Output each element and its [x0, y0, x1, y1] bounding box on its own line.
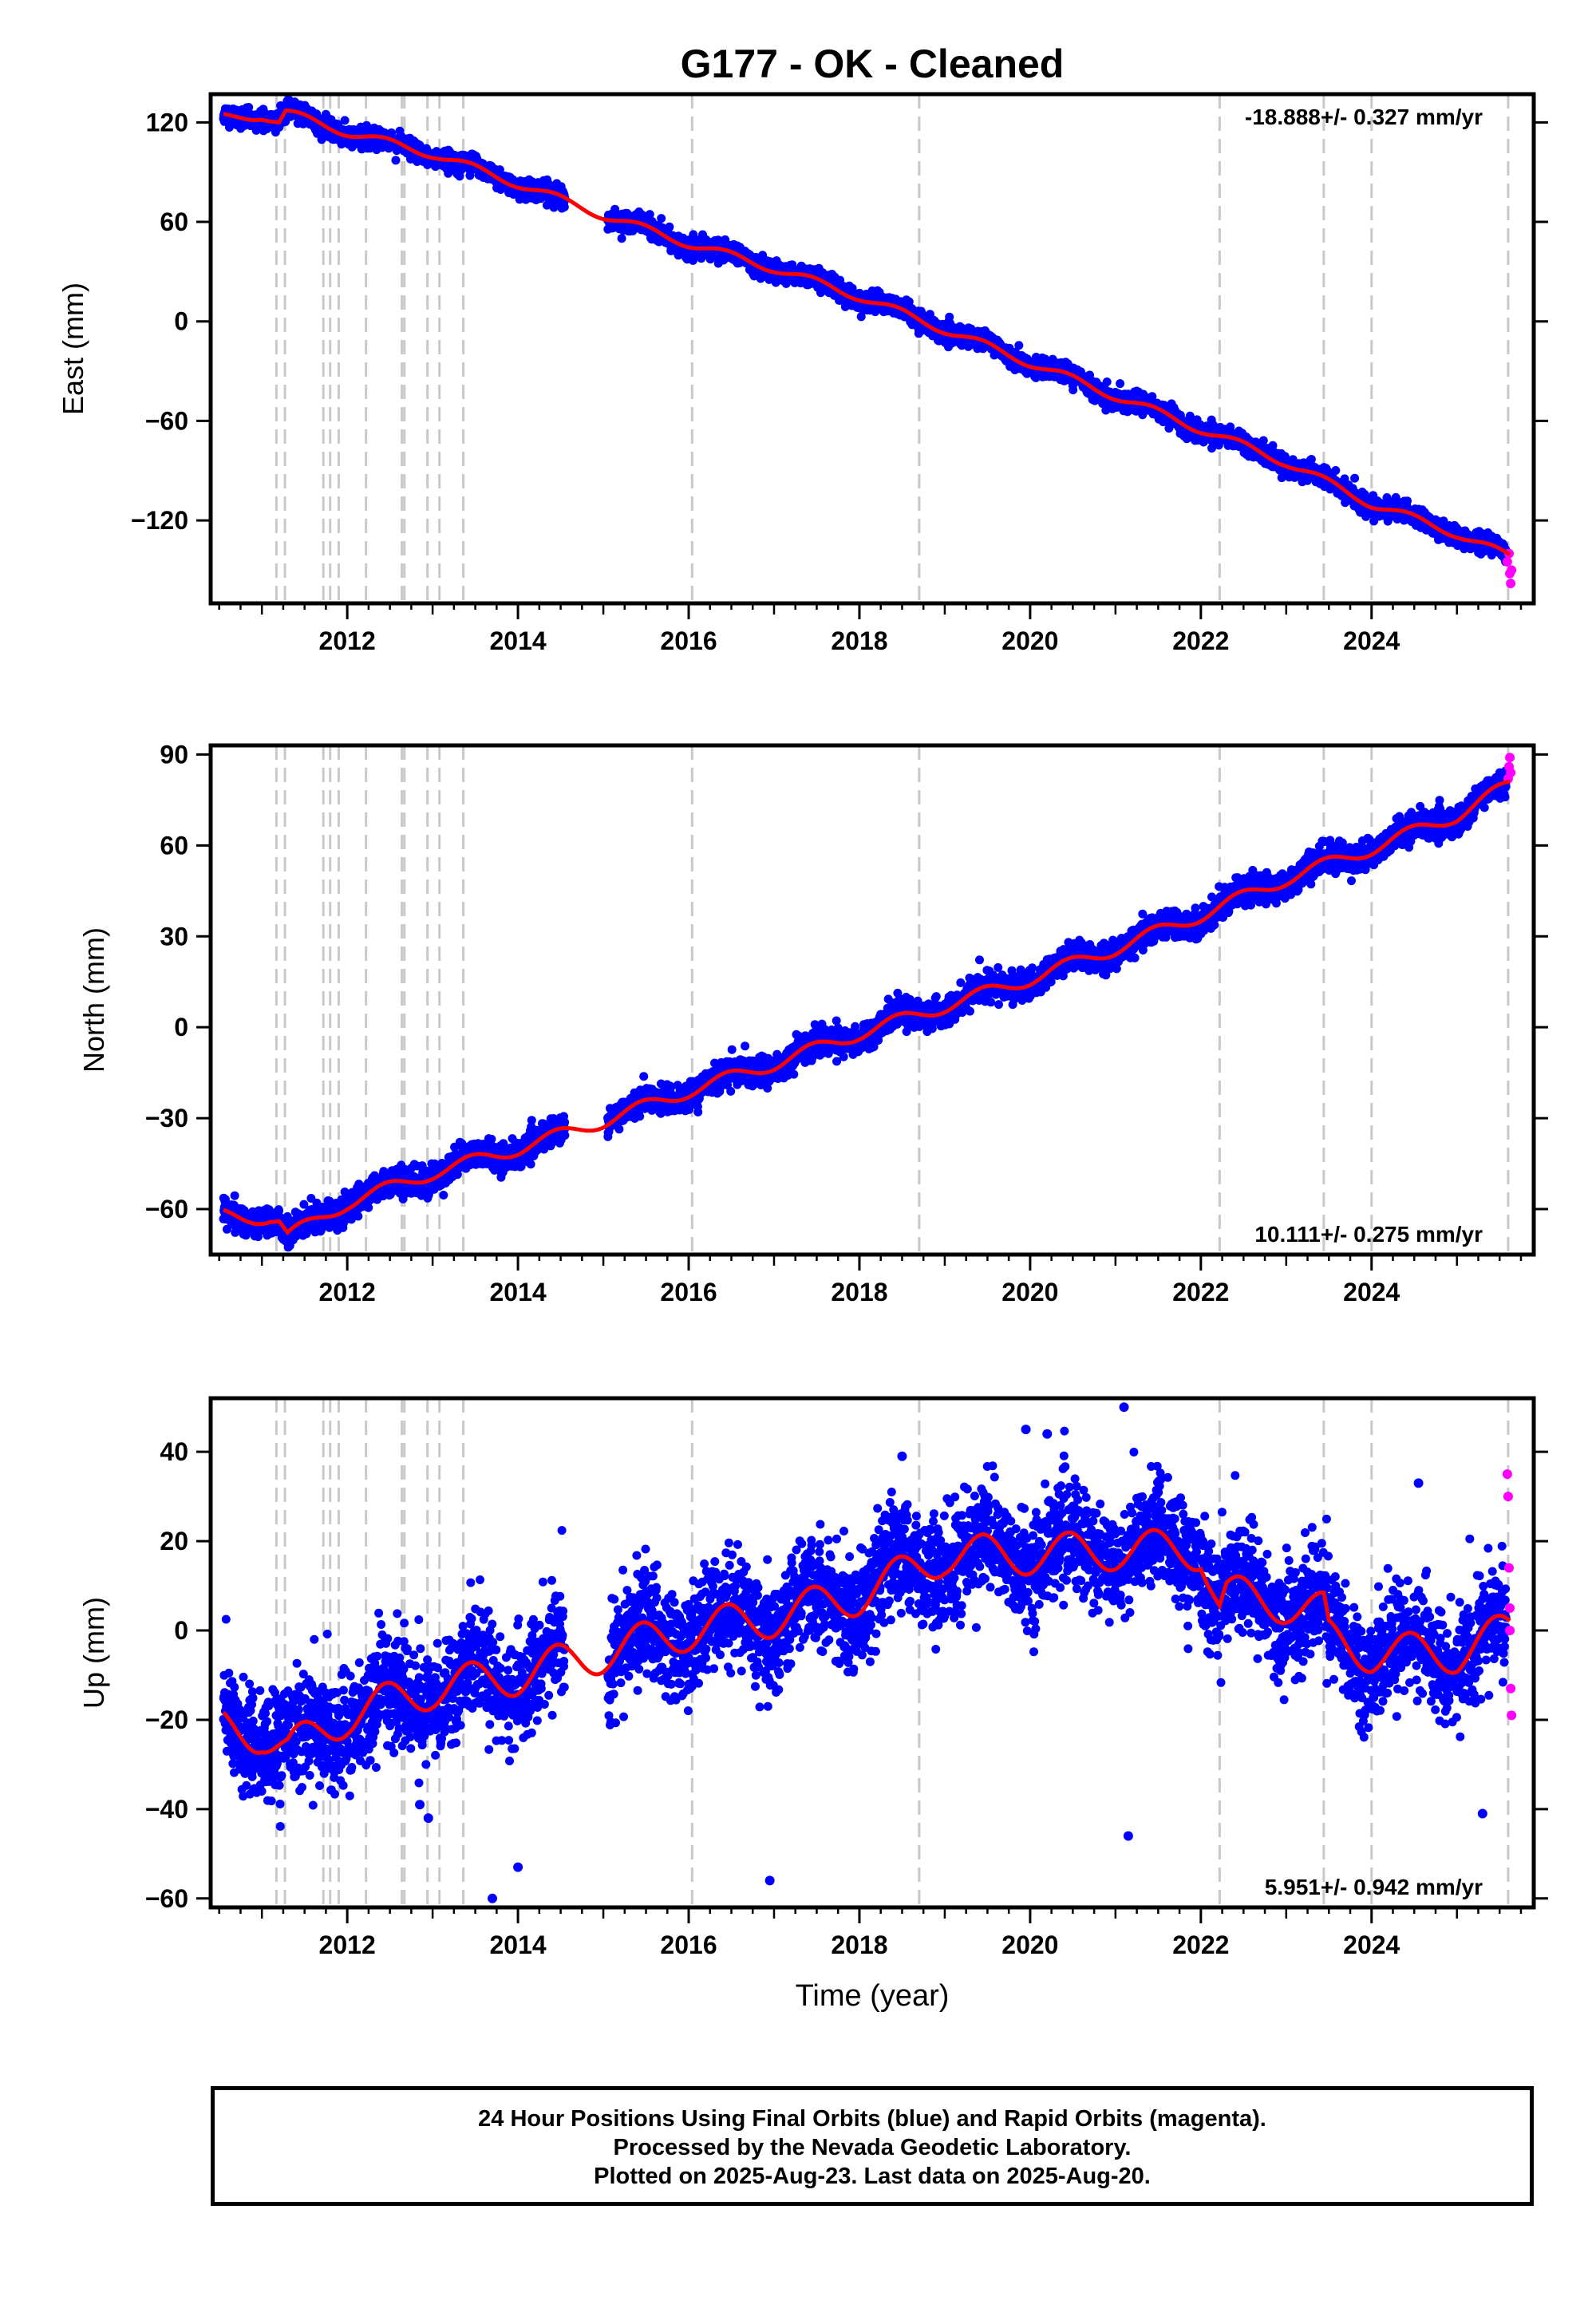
- x-tick-label: 2014: [489, 1931, 546, 1959]
- east-rate-label: -18.888+/- 0.327 mm/yr: [1245, 105, 1483, 129]
- y-tick-label: −60: [145, 1884, 188, 1913]
- y-tick-label: −60: [145, 1195, 188, 1223]
- outlier-point: [423, 1813, 433, 1824]
- rapid-point: [1502, 1469, 1512, 1480]
- up-panel: 40 20 0 −20 −40 −60 2012 2014 2016 2018 2020 2022 20…: [77, 1396, 1548, 1959]
- x-tick-label: 2024: [1343, 1931, 1400, 1959]
- outlier-point: [1021, 1425, 1031, 1435]
- y-tick-label: 120: [146, 108, 188, 136]
- x-tick-label: 2016: [660, 1931, 717, 1959]
- rapid-point: [1507, 1710, 1517, 1721]
- outlier-point: [1477, 1808, 1487, 1819]
- east-frame: [208, 92, 1536, 606]
- rapid-point: [1505, 1603, 1515, 1614]
- rapid-point: [1503, 1563, 1514, 1573]
- y-tick-label: −20: [145, 1705, 188, 1734]
- x-tick-label: 2020: [1001, 1931, 1058, 1959]
- outlier-point: [764, 1875, 775, 1886]
- y-tick-label: 20: [160, 1527, 188, 1555]
- x-tick-label: 2012: [319, 626, 376, 655]
- rapid-point: [1505, 1626, 1515, 1636]
- rapid-point: [1507, 565, 1517, 575]
- figure-title: G177 - OK - Cleaned: [681, 41, 1065, 86]
- rapid-point: [1506, 768, 1516, 778]
- rapid-point: [1506, 579, 1516, 589]
- y-tick-label: 60: [160, 831, 188, 860]
- east-panel: 120 60 0 −60 −120 2012 2014 2016 2018 2020 2022 202…: [57, 92, 1548, 655]
- rapid-point: [1505, 753, 1515, 763]
- x-tick-label: 2014: [489, 626, 546, 655]
- up-plot-area: [219, 1398, 1517, 1907]
- x-tick-label: 2022: [1172, 1278, 1229, 1306]
- x-tick-label: 2018: [831, 1931, 887, 1959]
- x-tick-label: 2020: [1001, 626, 1058, 655]
- up-y-axis-label: Up (mm): [77, 1597, 110, 1709]
- x-tick-label: 2018: [831, 626, 887, 655]
- x-tick-label: 2024: [1343, 1278, 1400, 1306]
- outlier-point: [513, 1862, 523, 1872]
- y-tick-label: 90: [160, 740, 188, 769]
- east-final-points: [219, 94, 1511, 567]
- north-model-line: [223, 779, 1511, 1236]
- x-tick-label: 2012: [319, 1278, 376, 1306]
- footer-box: 24 Hour Positions Using Final Orbits (bl…: [211, 2086, 1534, 2206]
- x-tick-label: 2012: [319, 1931, 376, 1959]
- north-rate-label: 10.111+/- 0.275 mm/yr: [1254, 1222, 1483, 1247]
- up-rate-label: 5.951+/- 0.942 mm/yr: [1265, 1875, 1483, 1899]
- y-tick-label: −30: [145, 1104, 188, 1132]
- x-tick-label: 2024: [1343, 626, 1400, 655]
- east-plot-area: [219, 94, 1517, 603]
- north-frame: [208, 743, 1536, 1257]
- x-tick-label: 2020: [1001, 1278, 1058, 1306]
- rapid-point: [1503, 1492, 1513, 1502]
- rapid-point: [1502, 557, 1512, 567]
- north-panel: 90 60 30 0 −30 −60 2012 2014 2016 2018 2020 2022 202…: [77, 740, 1548, 1306]
- north-final-points: [219, 766, 1511, 1252]
- up-model-line: [222, 1528, 1511, 1755]
- x-tick-label: 2016: [660, 1278, 717, 1306]
- y-tick-label: 40: [160, 1437, 188, 1466]
- outlier-point: [1123, 1831, 1133, 1841]
- y-tick-label: −40: [145, 1795, 188, 1824]
- footer-line-2: Processed by the Nevada Geodetic Laborat…: [613, 2135, 1132, 2160]
- y-tick-label: 60: [160, 207, 188, 236]
- x-tick-label: 2016: [660, 626, 717, 655]
- y-tick-label: 30: [160, 922, 188, 951]
- east-model-line: [223, 108, 1511, 557]
- x-tick-label: 2022: [1172, 1931, 1229, 1959]
- y-tick-label: −60: [145, 406, 188, 435]
- up-frame: [208, 1396, 1536, 1910]
- x-tick-label: 2014: [489, 1278, 546, 1306]
- outlier-point: [1413, 1478, 1424, 1488]
- x-axis-label: Time (year): [796, 1979, 950, 2013]
- x-tick-label: 2022: [1172, 626, 1229, 655]
- outlier-point: [1119, 1402, 1129, 1413]
- east-y-axis-label: East (mm): [57, 283, 89, 415]
- outlier-point: [487, 1893, 497, 1903]
- y-tick-label: −120: [131, 506, 188, 535]
- y-tick-label: 0: [174, 1616, 188, 1645]
- north-plot-area: [219, 745, 1516, 1255]
- outlier-point: [1042, 1429, 1053, 1439]
- up-final-points: [219, 1426, 1511, 1831]
- y-tick-label: 0: [174, 1013, 188, 1041]
- footer-line-1: 24 Hour Positions Using Final Orbits (bl…: [478, 2106, 1266, 2132]
- north-y-axis-label: North (mm): [77, 927, 110, 1073]
- outlier-point: [415, 1800, 425, 1810]
- y-tick-label: 0: [174, 307, 188, 336]
- x-tick-label: 2018: [831, 1278, 887, 1306]
- footer-line-3: Plotted on 2025-Aug-23. Last data on 202…: [594, 2164, 1151, 2189]
- rapid-point: [1506, 1683, 1516, 1694]
- outlier-point: [897, 1451, 907, 1461]
